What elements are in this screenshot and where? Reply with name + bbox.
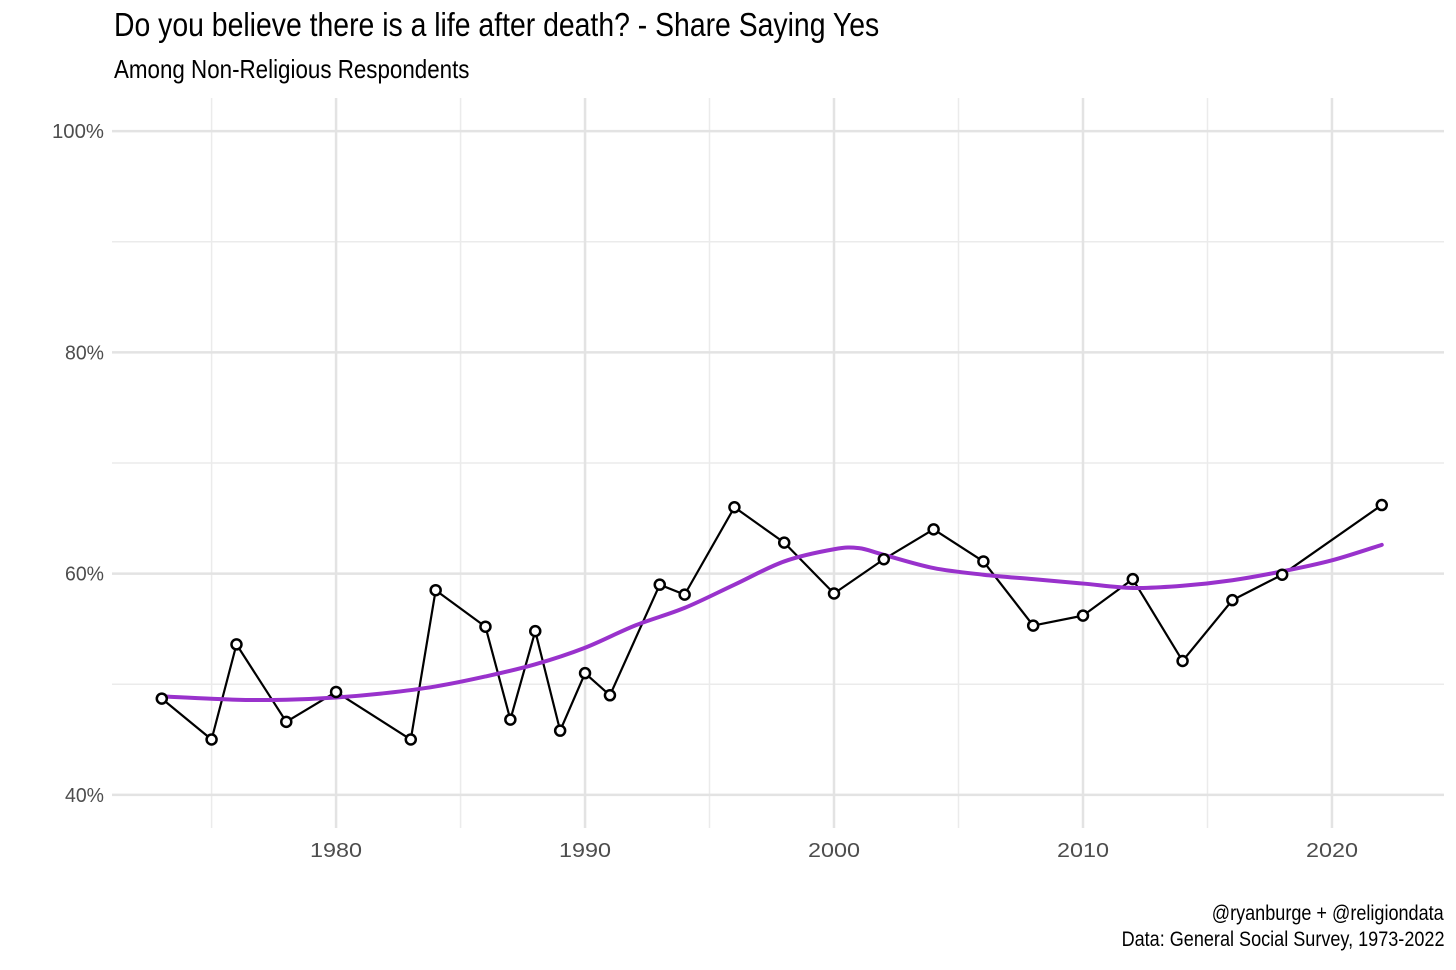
- data-point: [504, 713, 517, 726]
- data-point: [155, 692, 169, 705]
- data-point: [205, 733, 218, 746]
- chart-title: Do you believe there is a life after dea…: [114, 6, 880, 43]
- series-layer: [155, 498, 1389, 746]
- x-axis-labels: 1980 1990 2000 2010 2020: [310, 840, 1358, 862]
- data-point: [1275, 568, 1289, 581]
- data-point: [827, 587, 841, 600]
- y-tick-label: 80%: [65, 342, 104, 364]
- y-axis-labels: 40% 60% 80% 100%: [52, 121, 104, 807]
- data-point: [653, 578, 666, 591]
- x-tick-label: 2010: [1057, 840, 1109, 862]
- series-line: [161, 504, 1383, 741]
- data-point: [678, 588, 691, 601]
- x-tick-label: 2000: [808, 840, 860, 862]
- trend-line: [159, 542, 1384, 703]
- grid-minor: [112, 98, 1444, 828]
- data-point: [404, 733, 418, 746]
- data-point: [1026, 619, 1040, 632]
- data-point: [1176, 654, 1189, 668]
- line-chart: 40% 60% 80% 100% 1980 1990 2000 2010 2020: [52, 98, 1444, 862]
- data-point: [553, 724, 567, 737]
- data-point: [603, 689, 617, 702]
- data-point: [927, 523, 940, 536]
- data-point: [1126, 572, 1140, 586]
- data-point: [329, 685, 343, 699]
- data-point: [1226, 593, 1239, 607]
- data-point: [280, 715, 293, 729]
- data-point: [479, 620, 492, 633]
- x-tick-label: 2020: [1306, 840, 1358, 862]
- caption-credit: @ryanburge + @religiondata: [1212, 902, 1444, 925]
- x-tick-label: 1980: [310, 840, 362, 862]
- y-tick-label: 100%: [52, 121, 104, 143]
- data-point: [777, 536, 791, 549]
- data-point: [529, 624, 542, 638]
- data-point: [1375, 498, 1389, 512]
- data-point: [429, 583, 442, 597]
- chart-subtitle: Among Non-Religious Respondents: [114, 54, 470, 84]
- data-point: [977, 555, 990, 568]
- data-point: [877, 552, 891, 566]
- caption-source: Data: General Social Survey, 1973-2022: [1121, 928, 1444, 951]
- x-tick-label: 1990: [559, 840, 611, 862]
- y-tick-label: 40%: [65, 785, 104, 807]
- data-point: [230, 638, 243, 651]
- y-tick-label: 60%: [65, 564, 104, 586]
- grid-major: [112, 98, 1444, 828]
- data-point: [728, 500, 741, 514]
- data-point: [1076, 609, 1090, 622]
- data-point: [578, 666, 592, 680]
